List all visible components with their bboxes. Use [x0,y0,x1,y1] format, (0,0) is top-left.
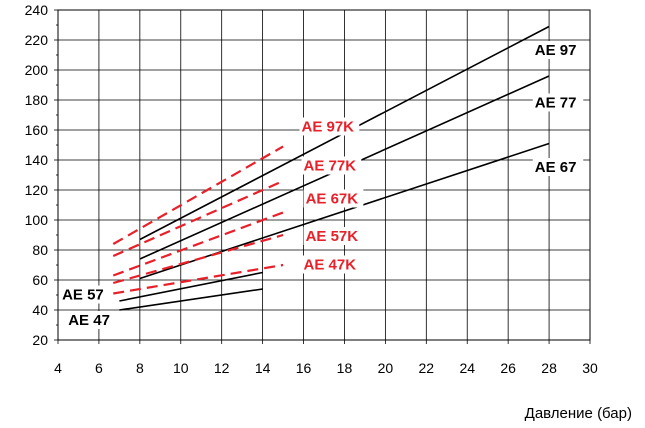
series-label-bg-ae-47k [301,255,362,274]
series-label-bg-ae-47 [66,311,117,329]
x-tick-label-10: 10 [173,360,189,376]
series-label-ae-57: AE 57 [62,287,104,304]
x-tick-label-14: 14 [255,360,271,376]
series-line-ae-77k [112,179,284,258]
x-tick-label-4: 4 [54,360,62,376]
x-tick-label-28: 28 [541,360,557,376]
series-label-bg-ae-67k [303,189,364,208]
series-label-bg-ae-77k [301,156,362,175]
plot-frame [57,9,591,341]
x-tick-label-26: 26 [500,360,516,376]
series-label-ae-67k: AE 67K [306,191,359,208]
x-tick-label-18: 18 [337,360,353,376]
y-tick-label-240: 240 [25,2,49,18]
series-line-ae-57k [112,233,284,285]
x-tick-label-8: 8 [136,360,144,376]
x-axis-label: Давление (бар) [525,405,632,422]
series-label-ae-47: AE 47 [68,312,110,329]
series-label-bg-ae-57k [303,227,364,245]
series-line-ae-47 [119,288,263,311]
x-tick-label-12: 12 [214,360,230,376]
y-tick-label-120: 120 [25,182,49,198]
series-label-bg-ae-97 [532,41,584,59]
y-tick-label-40: 40 [32,302,48,318]
series-line-ae-57 [119,271,263,302]
series-label-ae-97: AE 97 [535,42,577,59]
y-tick-label-100: 100 [25,212,49,228]
series-label-ae-47k: AE 47K [304,257,357,274]
series-line-ae-67k [112,211,284,277]
series-label-bg-ae-57 [60,285,111,304]
x-tick-label-16: 16 [296,360,312,376]
y-tick-label-140: 140 [25,152,49,168]
series-label-ae-97k: AE 97K [301,119,354,136]
y-tick-label-200: 200 [25,62,49,78]
series-line-ae-97k [112,145,284,245]
y-tick-label-160: 160 [25,122,49,138]
chart-series-lines [112,25,550,311]
chart-series-labels: AE 97 AE 77 AE 67 AE 57 AE 47 AE 97K AE 77K AE … [60,41,584,329]
series-label-bg-ae-67 [532,158,584,176]
series-label-ae-77: AE 77 [535,95,577,112]
series-label-ae-77k: AE 77K [304,158,357,175]
y-tick-label-220: 220 [25,32,49,48]
x-tick-label-24: 24 [459,360,475,376]
chart-grid [57,9,591,341]
series-line-ae-67 [139,142,550,280]
chart-ticks: 4 6 8 10 12 14 16 18 20 22 24 26 28 30 20 40 60 80 100 120 1… [25,2,598,376]
x-tick-label-6: 6 [95,360,103,376]
x-tick-label-22: 22 [419,360,435,376]
y-tick-label-180: 180 [25,92,49,108]
series-label-ae-67: AE 67 [535,159,577,176]
series-label-bg-ae-77 [532,93,584,112]
x-tick-label-20: 20 [378,360,394,376]
series-line-ae-47k [113,263,284,295]
series-label-ae-57k: AE 57K [306,228,359,245]
x-tick-label-30: 30 [582,360,598,376]
y-tick-label-80: 80 [32,242,48,258]
series-label-bg-ae-97k [299,117,360,136]
y-tick-label-20: 20 [32,332,48,348]
y-tick-label-60: 60 [32,272,48,288]
